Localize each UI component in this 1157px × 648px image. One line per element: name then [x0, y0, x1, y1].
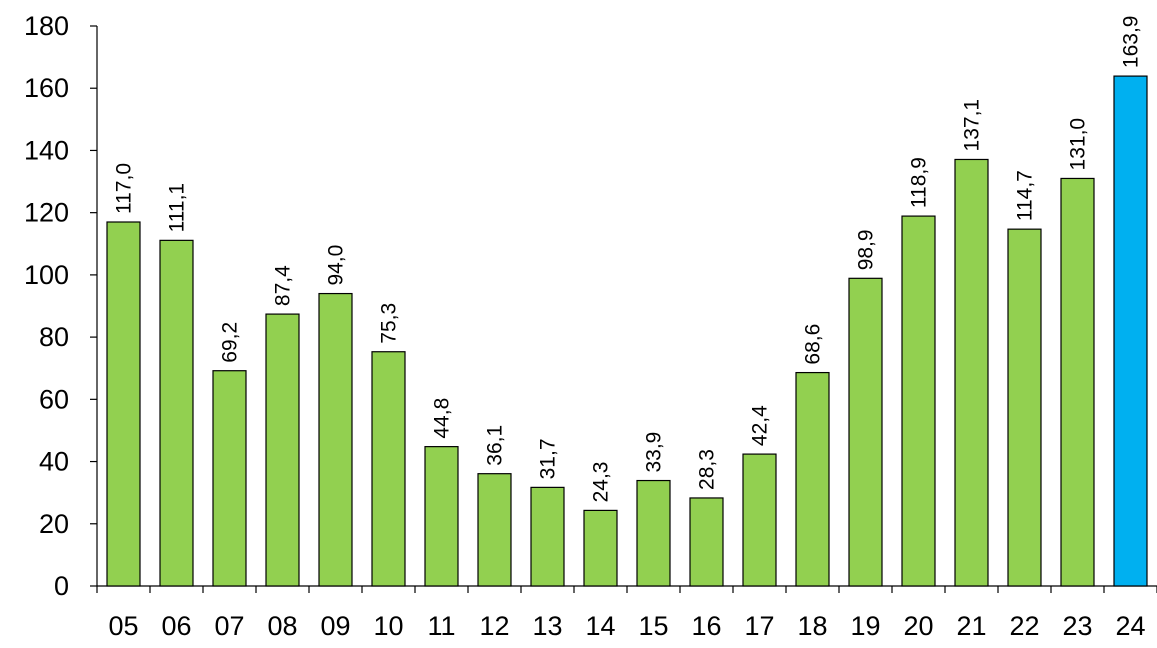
data-label: 137,1: [961, 99, 984, 152]
y-tick-label: 60: [39, 384, 69, 414]
bars: [106, 75, 1148, 587]
x-tick-label: 14: [585, 611, 615, 641]
data-label: 44,8: [431, 398, 454, 439]
x-tick-label: 18: [797, 611, 827, 641]
bar: [371, 351, 406, 587]
x-tick-label: 11: [427, 611, 455, 641]
x-tick-label: 23: [1062, 611, 1092, 641]
data-label: 31,7: [537, 439, 560, 480]
data-label: 68,6: [802, 324, 825, 365]
bar: [424, 446, 459, 587]
y-tick-label: 0: [54, 571, 69, 601]
x-tick-label: 16: [691, 611, 721, 641]
x-tick-label: 12: [479, 611, 509, 641]
bar: [265, 313, 300, 587]
y-tick-label: 140: [24, 135, 69, 165]
bar: [901, 215, 936, 587]
x-tick-label: 24: [1115, 611, 1145, 641]
bar: [1007, 228, 1042, 587]
data-label: 69,2: [219, 322, 242, 363]
data-label: 94,0: [325, 245, 348, 286]
bar: [106, 221, 141, 587]
data-label: 163,9: [1120, 16, 1143, 69]
x-tick-label: 08: [267, 611, 297, 641]
bar: [318, 292, 353, 587]
bar: [212, 370, 247, 587]
bar: [530, 486, 565, 587]
bar: [795, 371, 830, 587]
data-label: 131,0: [1067, 118, 1090, 171]
bar: [583, 509, 618, 587]
bar: [1060, 177, 1095, 587]
data-label: 33,9: [643, 432, 666, 473]
y-tick-label: 180: [24, 11, 69, 41]
bar: [636, 479, 671, 587]
bar: [1113, 75, 1148, 587]
x-tick-label: 22: [1009, 611, 1039, 641]
y-tick-label: 120: [24, 198, 69, 228]
bar: [848, 277, 883, 587]
x-tick-label: 20: [903, 611, 933, 641]
data-label: 42,4: [749, 405, 772, 446]
x-tick-label: 17: [744, 611, 774, 641]
data-label: 28,3: [696, 449, 719, 490]
data-label: 87,4: [272, 265, 295, 306]
bar: [954, 158, 989, 587]
y-tick-label: 100: [24, 260, 69, 290]
x-tick-label: 15: [638, 611, 668, 641]
x-tick-label: 06: [161, 611, 191, 641]
y-tick-label: 80: [39, 322, 69, 352]
bar: [159, 239, 194, 587]
data-label: 98,9: [855, 229, 878, 270]
x-axis: 05 06 07 08 09 10 11 12 13 14 15 16 17 18 19 20 21 22 23 24: [96, 585, 1157, 641]
x-tick-label: 19: [850, 611, 880, 641]
y-tick-label: 20: [39, 509, 69, 539]
bar: [477, 473, 512, 587]
data-labels: 117,0 111,1 69,2 87,4 94,0 75,3 44,8 36,1 31,7 24…: [113, 16, 1143, 503]
data-label: 36,1: [484, 425, 507, 466]
bar: [742, 453, 777, 587]
data-label: 111,1: [166, 183, 189, 232]
y-tick-label: 160: [24, 73, 69, 103]
y-axis: 0 20 40 60 80 100 120 140 160 180: [24, 11, 98, 601]
x-tick-label: 21: [956, 611, 986, 641]
data-label: 24,3: [590, 462, 613, 503]
x-tick-label: 07: [214, 611, 244, 641]
data-label: 114,7: [1014, 170, 1037, 221]
data-label: 117,0: [113, 163, 136, 214]
x-tick-label: 10: [373, 611, 403, 641]
x-tick-label: 05: [108, 611, 138, 641]
x-tick-label: 13: [532, 611, 562, 641]
bar: [689, 497, 724, 587]
y-tick-label: 40: [39, 447, 69, 477]
x-tick-label: 09: [320, 611, 350, 641]
data-label: 118,9: [908, 157, 931, 208]
data-label: 75,3: [378, 303, 401, 344]
